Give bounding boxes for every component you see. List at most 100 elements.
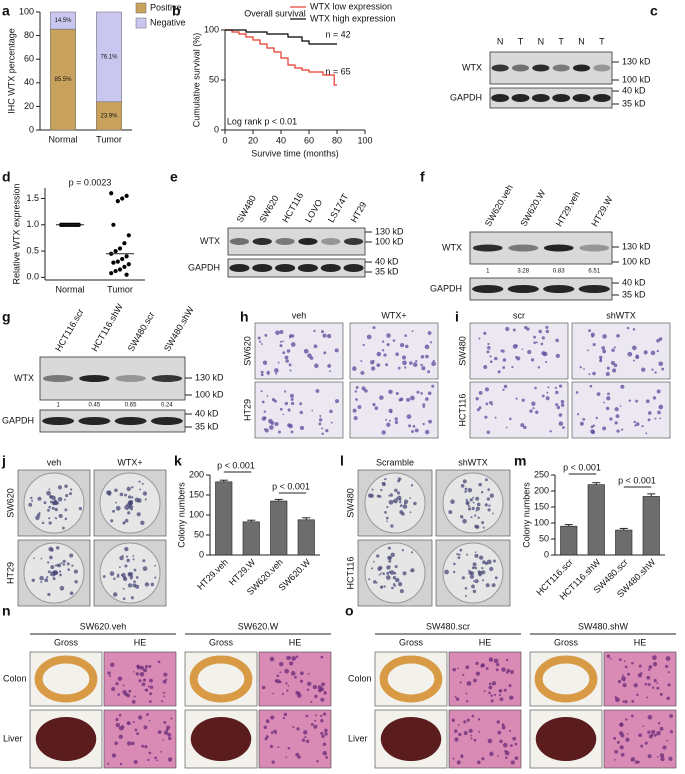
photo xyxy=(254,322,344,380)
texture-dot xyxy=(144,498,147,501)
texture-dot xyxy=(529,409,533,413)
texture-dot xyxy=(459,681,462,684)
blot-strip xyxy=(227,227,366,256)
texture-dot xyxy=(289,336,292,339)
band-quantification: 0.83 xyxy=(553,269,565,275)
texture-dot xyxy=(313,344,318,349)
blot-band xyxy=(578,285,610,293)
texture-dot xyxy=(478,406,482,410)
texture-dot xyxy=(504,750,507,753)
texture-dot xyxy=(607,392,610,396)
texture-dot xyxy=(459,515,464,519)
texture-dot xyxy=(466,718,470,722)
texture-dot xyxy=(546,391,549,394)
texture-dot xyxy=(469,574,475,579)
y-tick-label: 0 xyxy=(214,124,219,134)
texture-dot xyxy=(555,403,559,407)
panel-letter: h xyxy=(240,309,249,325)
texture-dot xyxy=(62,563,66,566)
y-tick-label: 100 xyxy=(204,24,219,34)
texture-dot xyxy=(667,671,670,674)
texture-dot xyxy=(48,488,51,491)
texture-dot xyxy=(667,683,671,687)
legend-label: WTX high expression xyxy=(310,13,396,23)
texture-dot xyxy=(505,326,510,332)
texture-dot xyxy=(558,421,564,426)
texture-dot xyxy=(107,671,111,675)
texture-dot xyxy=(625,737,630,742)
texture-dot xyxy=(652,655,657,660)
texture-dot xyxy=(484,387,489,392)
texture-dot xyxy=(128,689,132,693)
texture-dot xyxy=(35,515,40,521)
texture-dot xyxy=(533,341,537,344)
texture-dot xyxy=(406,397,411,402)
texture-dot xyxy=(662,745,667,750)
texture-dot xyxy=(325,756,329,759)
texture-dot xyxy=(422,406,425,409)
texture-dot xyxy=(405,344,409,349)
blot-band xyxy=(472,244,503,252)
panel-letter: j xyxy=(1,453,6,469)
texture-dot xyxy=(599,358,602,361)
texture-dot xyxy=(310,700,313,704)
texture-dot xyxy=(263,410,267,413)
texture-dot xyxy=(40,581,43,584)
size-marker: 40 kD xyxy=(622,277,646,287)
texture-dot xyxy=(515,397,518,400)
blot-band xyxy=(150,417,183,425)
texture-dot xyxy=(595,416,598,420)
texture-dot xyxy=(268,418,273,424)
texture-dot xyxy=(126,721,131,725)
texture-dot xyxy=(613,363,618,368)
texture-dot xyxy=(279,407,283,411)
texture-dot xyxy=(124,505,129,510)
y-axis-label: Cumulative survival (%) xyxy=(191,33,201,128)
plate xyxy=(364,472,426,534)
texture-dot xyxy=(609,417,613,421)
texture-dot xyxy=(290,671,296,676)
texture-dot xyxy=(270,731,274,734)
texture-dot xyxy=(485,402,489,406)
texture-dot xyxy=(124,564,128,568)
texture-dot xyxy=(119,555,124,561)
lane-label: HT29.veh xyxy=(554,189,582,228)
texture-dot xyxy=(520,423,525,428)
y-tick-label: 0.5 xyxy=(26,245,39,255)
texture-dot xyxy=(355,398,358,401)
bar xyxy=(215,481,233,556)
texture-dot xyxy=(591,430,596,435)
texture-dot xyxy=(647,714,653,720)
texture-dot xyxy=(122,597,126,601)
texture-dot xyxy=(131,741,135,746)
texture-dot xyxy=(582,417,586,421)
texture-dot xyxy=(588,329,592,333)
texture-dot xyxy=(647,418,651,422)
texture-dot xyxy=(48,517,51,520)
y-tick-label: 50 xyxy=(209,74,219,84)
texture-dot xyxy=(473,738,477,742)
texture-dot xyxy=(44,578,49,583)
texture-dot xyxy=(647,754,652,759)
texture-dot xyxy=(665,664,669,669)
texture-dot xyxy=(309,356,314,360)
blot-band xyxy=(79,375,110,382)
texture-dot xyxy=(295,752,300,757)
texture-dot xyxy=(388,499,394,505)
texture-dot xyxy=(117,676,123,681)
texture-dot xyxy=(392,339,396,342)
texture-dot xyxy=(124,493,127,497)
texture-dot xyxy=(422,403,426,407)
lane-label: SW480.scr xyxy=(126,310,157,353)
annotation: p < 0.001 xyxy=(272,481,310,491)
texture-dot xyxy=(160,750,162,753)
texture-dot xyxy=(555,353,560,359)
panel-letter: o xyxy=(345,603,354,619)
texture-dot xyxy=(471,714,475,718)
texture-dot xyxy=(592,343,596,347)
texture-dot xyxy=(431,384,435,388)
texture-dot xyxy=(638,664,642,668)
texture-dot xyxy=(620,733,625,738)
size-marker: 35 kD xyxy=(622,98,646,108)
